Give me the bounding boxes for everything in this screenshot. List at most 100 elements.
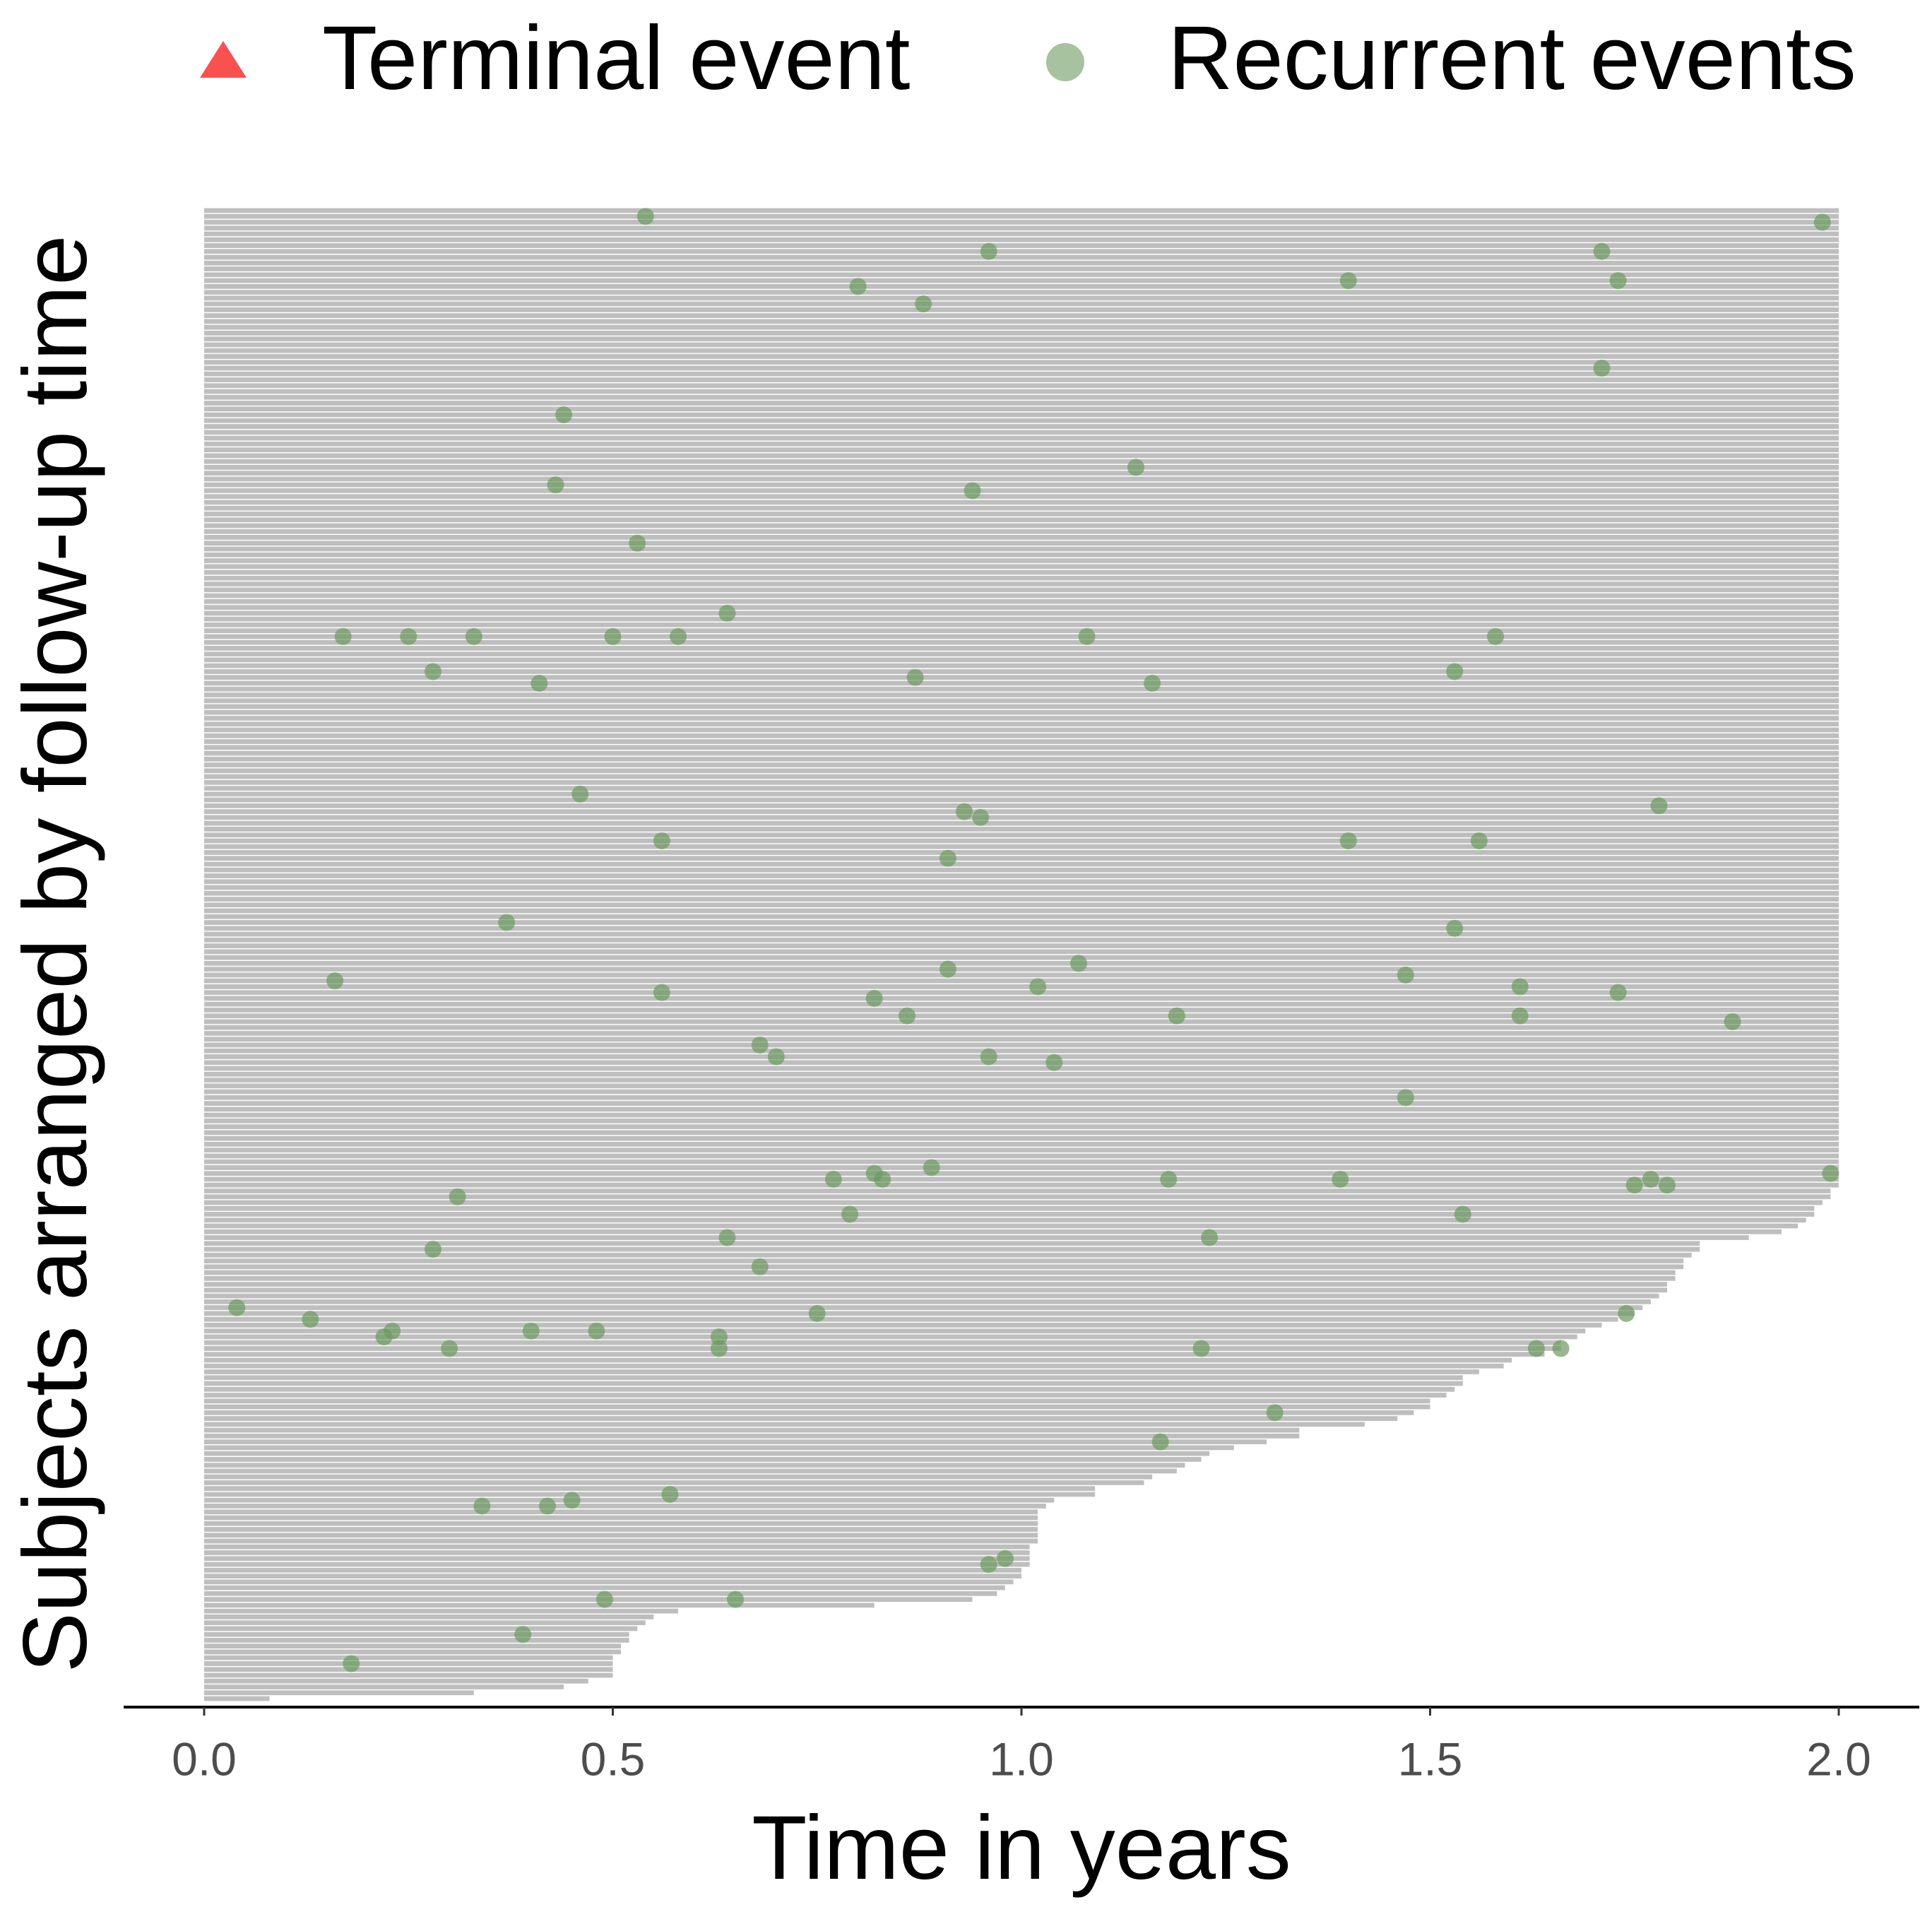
follow-up-bar xyxy=(204,1515,1038,1521)
follow-up-bar xyxy=(204,1323,1602,1328)
follow-up-bar xyxy=(204,575,1839,581)
recurrent-event-marker xyxy=(629,534,646,552)
follow-up-bar xyxy=(204,885,1839,890)
recurrent-event-marker xyxy=(915,295,932,313)
follow-up-bar xyxy=(204,1282,1668,1287)
recurrent-event-marker xyxy=(972,808,990,826)
follow-up-bar xyxy=(204,1060,1839,1066)
follow-up-bar xyxy=(204,1112,1839,1118)
recurrent-event-marker xyxy=(849,278,867,295)
follow-up-bar xyxy=(204,476,1839,482)
follow-up-bar xyxy=(204,1019,1839,1025)
follow-up-bar xyxy=(204,1346,1561,1351)
follow-up-bar xyxy=(204,949,1839,955)
follow-up-bar xyxy=(204,1369,1479,1374)
follow-up-bar xyxy=(204,505,1839,511)
follow-up-bar xyxy=(204,1212,1815,1217)
follow-up-bar xyxy=(204,1229,1782,1234)
recurrent-event-marker xyxy=(841,1205,859,1223)
recurrent-event-marker xyxy=(424,1241,441,1258)
recurrent-event-marker xyxy=(1332,1170,1349,1188)
follow-up-bar xyxy=(204,733,1839,738)
follow-up-bar xyxy=(204,453,1839,459)
follow-up-bar xyxy=(204,1404,1430,1410)
recurrent-event-marker xyxy=(465,627,482,645)
recurrent-event-marker xyxy=(441,1340,458,1357)
recurrent-event-marker xyxy=(661,1485,679,1503)
follow-up-bar xyxy=(204,961,1839,966)
follow-up-bar xyxy=(204,1124,1839,1130)
follow-up-bar xyxy=(204,1287,1668,1293)
follow-up-bar xyxy=(204,331,1839,336)
follow-up-bar xyxy=(204,1153,1839,1159)
follow-up-bar xyxy=(204,582,1839,586)
follow-up-bar xyxy=(204,1293,1659,1299)
follow-up-bar xyxy=(204,1696,270,1701)
recurrent-event-marker xyxy=(1397,1089,1414,1107)
recurrent-event-marker xyxy=(1069,955,1087,972)
recurrent-event-marker xyxy=(531,674,548,692)
follow-up-bar xyxy=(204,1422,1365,1427)
follow-up-bar xyxy=(204,739,1839,744)
follow-up-bar xyxy=(204,383,1839,389)
follow-up-bar xyxy=(204,721,1839,727)
follow-up-bar xyxy=(204,1672,613,1678)
follow-up-bar xyxy=(204,1433,1300,1439)
follow-up-bar xyxy=(204,459,1839,464)
follow-up-bar xyxy=(204,430,1839,435)
recurrent-event-marker xyxy=(718,1229,736,1246)
follow-up-bar xyxy=(204,1352,1545,1357)
follow-up-bar xyxy=(204,1538,1038,1544)
follow-up-bar xyxy=(204,225,1839,231)
follow-up-bar xyxy=(204,1386,1455,1392)
follow-up-bar xyxy=(204,208,1839,213)
follow-up-bar xyxy=(204,967,1839,972)
follow-up-bar xyxy=(204,972,1839,978)
x-tick-label: 0.0 xyxy=(172,1733,237,1785)
follow-up-bar xyxy=(204,1235,1749,1240)
recurrent-event-marker xyxy=(1593,359,1611,377)
follow-up-bar xyxy=(204,1270,1676,1275)
follow-up-bar xyxy=(204,278,1839,283)
follow-up-bar xyxy=(204,1533,1038,1538)
follow-up-bar xyxy=(204,897,1839,902)
follow-up-bar xyxy=(204,1071,1839,1077)
follow-up-bar xyxy=(204,1655,613,1660)
recurrent-event-marker xyxy=(1151,1433,1169,1451)
follow-up-bar xyxy=(204,1410,1414,1415)
recurrent-event-marker xyxy=(808,1304,826,1322)
legend-label: Recurrent events xyxy=(1168,8,1856,109)
follow-up-bar xyxy=(204,955,1839,960)
follow-up-bar xyxy=(204,1118,1839,1123)
follow-up-bar xyxy=(204,1340,1561,1345)
x-tick-label: 0.5 xyxy=(581,1733,646,1785)
follow-up-bar xyxy=(204,424,1839,429)
follow-up-bar xyxy=(204,307,1839,312)
recurrent-event-marker xyxy=(522,1322,540,1340)
recurrent-event-marker xyxy=(1511,1007,1529,1025)
recurrent-event-marker xyxy=(1029,978,1047,996)
follow-up-bar xyxy=(204,1130,1839,1135)
follow-up-bar xyxy=(204,447,1839,452)
follow-up-bar xyxy=(204,441,1839,447)
recurrent-event-marker xyxy=(899,1007,916,1025)
follow-up-bar xyxy=(204,768,1839,774)
follow-up-bar xyxy=(204,220,1839,225)
follow-up-bar xyxy=(204,1492,1096,1497)
follow-up-bar xyxy=(204,1165,1839,1170)
follow-up-bar xyxy=(204,394,1839,400)
follow-up-bar xyxy=(204,412,1839,418)
follow-up-bar xyxy=(204,803,1839,808)
follow-up-bar xyxy=(204,937,1839,943)
recurrent-event-marker xyxy=(1618,1304,1635,1322)
follow-up-bar xyxy=(204,1264,1684,1270)
follow-up-bar xyxy=(204,1171,1839,1176)
recurrent-event-marker xyxy=(604,627,622,645)
follow-up-bar xyxy=(204,260,1839,266)
follow-up-bar xyxy=(204,622,1839,627)
recurrent-event-marker xyxy=(1144,674,1161,692)
follow-up-bar xyxy=(204,1550,1030,1555)
legend-marker xyxy=(1046,43,1084,81)
follow-up-bar xyxy=(204,943,1839,948)
recurrent-event-marker xyxy=(1552,1340,1570,1357)
